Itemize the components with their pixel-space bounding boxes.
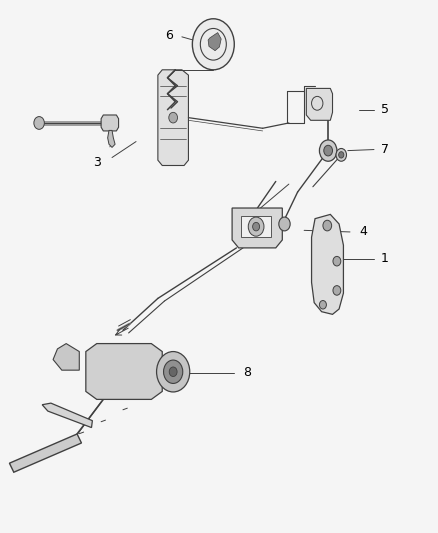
Polygon shape bbox=[108, 131, 115, 148]
Polygon shape bbox=[158, 70, 188, 165]
Text: 4: 4 bbox=[359, 225, 367, 238]
Circle shape bbox=[319, 140, 337, 161]
Text: 5: 5 bbox=[381, 103, 389, 116]
Circle shape bbox=[192, 19, 234, 70]
Circle shape bbox=[319, 301, 326, 309]
Polygon shape bbox=[101, 115, 119, 131]
Polygon shape bbox=[208, 33, 221, 51]
Circle shape bbox=[169, 367, 177, 376]
Polygon shape bbox=[86, 344, 162, 399]
Polygon shape bbox=[241, 216, 272, 237]
Polygon shape bbox=[10, 434, 81, 472]
Circle shape bbox=[163, 360, 183, 383]
Circle shape bbox=[156, 352, 190, 392]
Polygon shape bbox=[53, 344, 79, 370]
Circle shape bbox=[336, 149, 346, 161]
Text: 8: 8 bbox=[244, 366, 251, 379]
Circle shape bbox=[253, 222, 260, 231]
Circle shape bbox=[339, 152, 344, 158]
Text: 7: 7 bbox=[381, 143, 389, 156]
Circle shape bbox=[34, 117, 44, 130]
Polygon shape bbox=[232, 208, 283, 248]
Circle shape bbox=[333, 286, 341, 295]
Circle shape bbox=[169, 112, 177, 123]
Text: 3: 3 bbox=[93, 156, 101, 169]
Text: 6: 6 bbox=[165, 29, 173, 42]
Polygon shape bbox=[306, 88, 332, 120]
Circle shape bbox=[248, 217, 264, 236]
Circle shape bbox=[323, 220, 332, 231]
Circle shape bbox=[279, 217, 290, 231]
Polygon shape bbox=[311, 214, 343, 314]
Circle shape bbox=[324, 146, 332, 156]
Circle shape bbox=[333, 256, 341, 266]
Text: 1: 1 bbox=[381, 252, 389, 265]
Polygon shape bbox=[42, 403, 92, 427]
